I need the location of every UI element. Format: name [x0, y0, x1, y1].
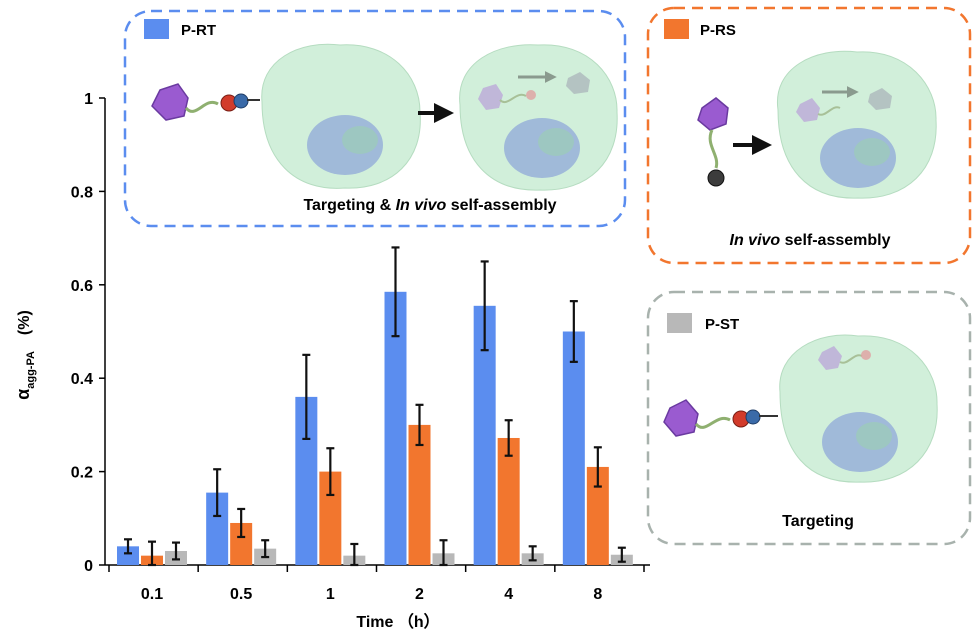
y-axis-label: αagg-PA (%): [13, 310, 37, 400]
panel-p-rt: P-RT Targeting & In vivo self-ass: [123, 9, 627, 228]
bar-p-rt: [384, 291, 407, 565]
y-tick-label: 0: [84, 558, 93, 575]
caption-p-rt: Targeting & In vivo self-assembly: [303, 197, 556, 214]
probe-p-st: [663, 399, 778, 437]
bar-p-rs: [586, 466, 609, 565]
x-tick-label: 2: [415, 586, 424, 603]
y-ticks: 0 0.2 0.4 0.6 0.8 1: [71, 91, 105, 575]
bar-p-rs: [319, 471, 342, 565]
y-tick-label: 0.4: [71, 371, 93, 388]
bar-p-rs: [408, 424, 431, 565]
x-axis-label: Time （h）: [356, 613, 439, 631]
bar-p-rt: [562, 331, 585, 565]
cell-illustration: [779, 334, 938, 483]
x-tick-label: 8: [593, 586, 602, 603]
caption-p-st: Targeting: [782, 513, 854, 530]
caption-p-rt-pre: Targeting &: [303, 197, 395, 214]
bar-p-rt: [295, 396, 318, 565]
legend-swatch-p-rs: [664, 19, 689, 39]
probe-p-rs: [697, 97, 729, 187]
caption-p-rt-post: self-assembly: [446, 197, 556, 214]
cell-illustration: [261, 43, 421, 189]
legend-swatch-p-st: [667, 313, 692, 333]
caption-p-rs-post: self-assembly: [780, 232, 890, 249]
bar-p-rs: [230, 522, 253, 565]
bar-p-rt: [117, 546, 139, 565]
y-axis-label-sub: agg-PA: [25, 351, 37, 389]
bar-p-rs: [497, 437, 520, 565]
x-tick-label: 1: [326, 586, 335, 603]
x-ticks: 0.1 0.5 1 2 4 8: [108, 565, 645, 603]
legend-label-p-rs: P-RS: [700, 22, 736, 39]
panel-p-st: P-ST Targeting: [646, 290, 972, 546]
panel-p-rs: P-RS In vivo self-assembly: [646, 6, 972, 265]
legend-label-p-rt: P-RT: [181, 22, 216, 39]
cell-illustration: [459, 44, 618, 191]
y-tick-label: 0.8: [71, 184, 93, 201]
x-tick-label: 4: [504, 586, 513, 603]
bar-p-rt: [206, 492, 229, 565]
caption-p-rs-italic: In vivo: [730, 232, 781, 249]
y-tick-label: 0.2: [71, 465, 93, 482]
legend-label-p-st: P-ST: [705, 316, 739, 333]
legend-swatch-p-rt: [144, 19, 169, 39]
bars: [117, 291, 633, 565]
caption-p-rt-italic: In vivo: [396, 197, 447, 214]
x-tick-label: 0.5: [230, 586, 252, 603]
probe-p-rt: [151, 83, 260, 121]
caption-p-rs: In vivo self-assembly: [730, 232, 891, 249]
y-axis-label-main: α: [13, 389, 33, 400]
x-tick-label: 0.1: [141, 586, 163, 603]
cell-illustration: [776, 50, 937, 199]
error-bars: [124, 246, 626, 567]
y-tick-label: 1: [84, 91, 93, 108]
y-axis-label-unit: (%): [16, 310, 33, 335]
bar-p-rt: [473, 305, 496, 565]
bar-chart: 0 0.2 0.4 0.6 0.8 1 0.1 0.5 1 2 4 8 αagg-PA (%) Tim…: [13, 91, 650, 631]
y-tick-label: 0.6: [71, 278, 93, 295]
